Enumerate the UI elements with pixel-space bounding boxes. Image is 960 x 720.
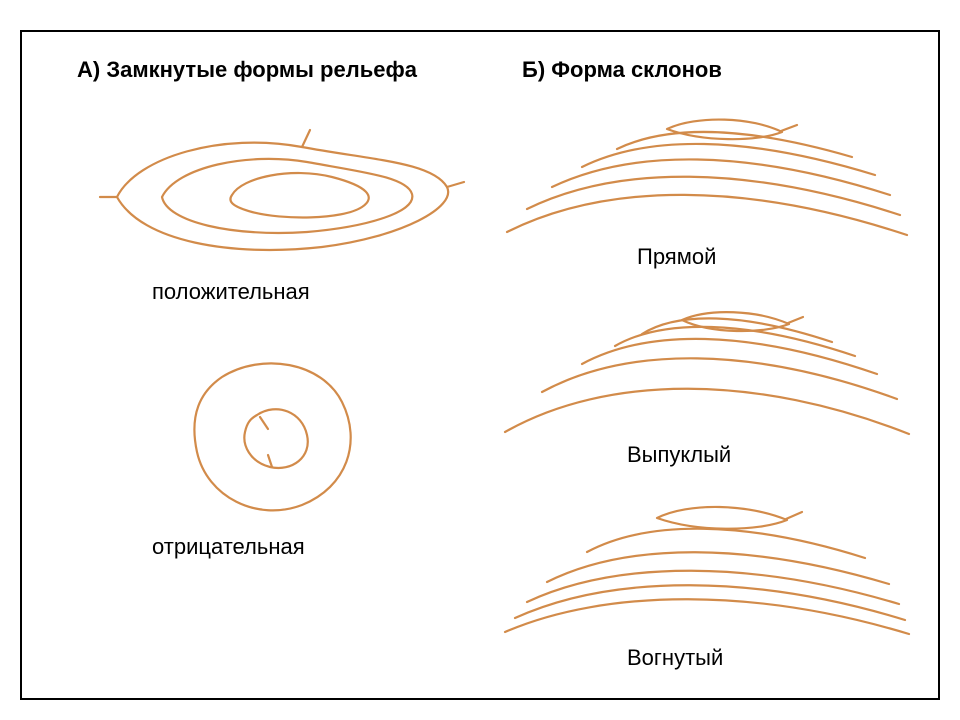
label-negative: отрицательная xyxy=(152,534,305,560)
label-concave: Вогнутый xyxy=(627,645,723,671)
figure-concave-slope xyxy=(497,480,917,640)
figure-negative-closed xyxy=(162,337,382,527)
label-positive: положительная xyxy=(152,279,310,305)
label-convex: Выпуклый xyxy=(627,442,731,468)
figure-convex-slope xyxy=(497,284,917,439)
section-a-title: А) Замкнутые формы рельефа xyxy=(77,57,417,83)
section-b-title: Б) Форма склонов xyxy=(522,57,722,83)
figure-positive-closed xyxy=(72,102,472,272)
figure-straight-slope xyxy=(497,87,917,242)
label-straight: Прямой xyxy=(637,244,716,270)
diagram-frame: А) Замкнутые формы рельефа Б) Форма скло… xyxy=(20,30,940,700)
